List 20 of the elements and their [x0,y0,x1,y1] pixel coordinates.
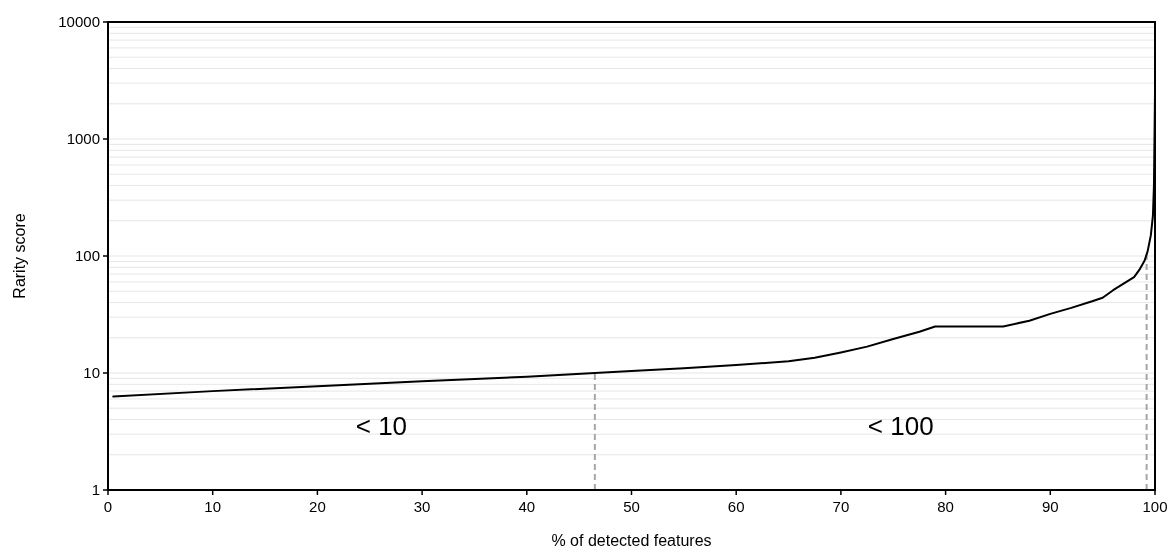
y-tick-label: 100 [74,247,100,265]
x-tick-label: 50 [623,498,640,515]
x-axis-title: % of detected features [551,532,712,549]
x-tick-label: 90 [1041,498,1059,515]
x-tick-label: 40 [518,498,536,515]
x-tick-label: 60 [727,498,745,515]
x-tick-label: 20 [309,498,326,515]
x-tick-label: 0 [103,498,113,515]
x-tick-label: 80 [937,498,954,515]
x-tick-label: 10 [204,498,222,515]
x-tick-label: 70 [832,498,850,515]
y-tick-label: 1 [91,481,100,499]
annotation: < 100 [867,411,934,442]
y-tick-label: 10 [83,364,100,382]
y-tick-label: 1000 [66,130,100,148]
x-tick-label: 100 [1142,498,1168,515]
y-tick-label: 10000 [58,13,100,31]
y-axis-title: Rarity score [11,213,28,299]
annotation: < 10 [355,411,408,442]
x-tick-label: 30 [413,498,431,515]
